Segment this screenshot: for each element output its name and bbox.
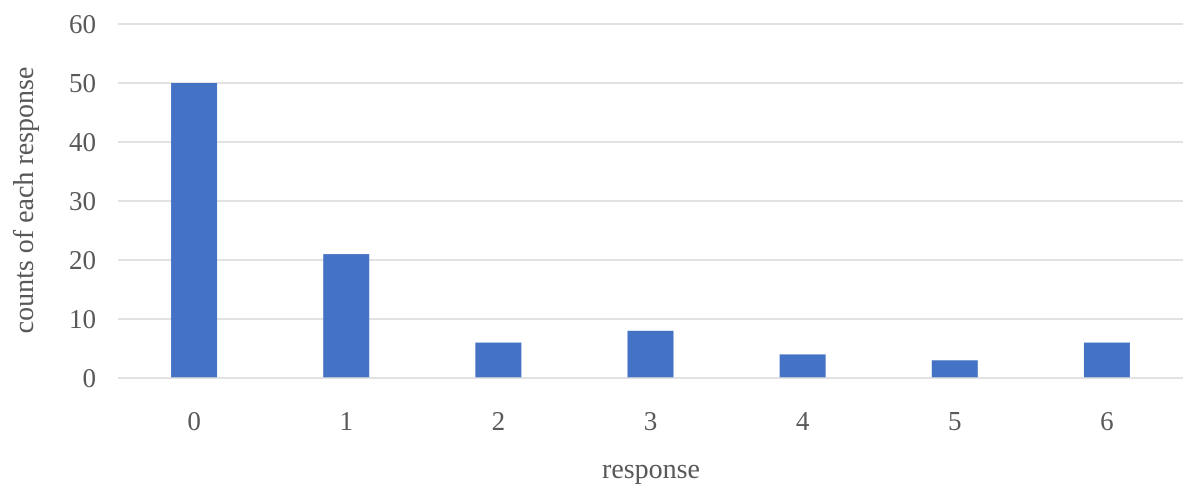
x-tick-label: 1 [339,406,353,436]
y-tick-label: 0 [83,363,97,393]
x-axis-title: response [602,454,700,485]
bar-0 [171,83,218,378]
x-tick-label: 3 [644,406,658,436]
x-tick-label: 5 [948,406,962,436]
y-tick-label: 40 [69,127,96,157]
bar-1 [323,254,370,378]
x-tick-label: 4 [796,406,810,436]
y-tick-label: 30 [69,186,96,216]
y-tick-label: 60 [69,9,96,39]
bars [171,83,1130,378]
gridlines [118,23,1183,320]
x-tick-label: 2 [492,406,506,436]
bar-4 [779,354,826,378]
x-tick-label: 0 [187,406,201,436]
y-axis-title: counts of each response [9,67,40,334]
y-tick-label: 50 [69,68,96,98]
y-tick-label: 20 [69,245,96,275]
x-tick-label: 6 [1100,406,1114,436]
y-tick-label: 10 [69,304,96,334]
x-axis-ticks: 0 1 2 3 4 5 6 [187,406,1113,436]
bar-3 [627,330,674,378]
bar-6 [1083,342,1130,378]
y-axis-ticks: 0 10 20 30 40 50 60 [69,9,96,393]
bar-5 [931,360,978,378]
bar-2 [475,342,522,378]
